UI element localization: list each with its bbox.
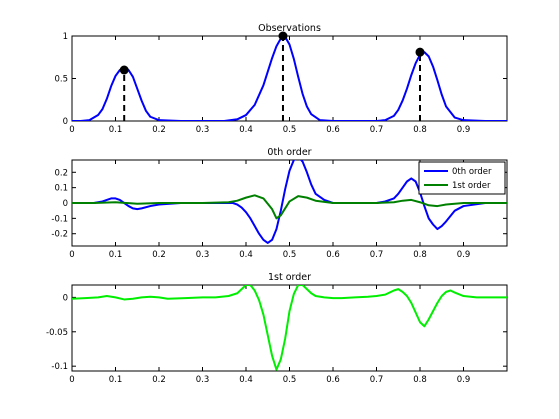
- y-tick-label: 0.2: [54, 168, 68, 178]
- subplot-3: 0 0.1 0.2 0.3 0.4 0.5 0.6 0.7 0.8 0.9 -0.1 -0.05 0 1s…: [46, 272, 508, 385]
- y-tick-label: 1: [63, 32, 68, 42]
- x-tick-label: 0.4: [239, 250, 253, 260]
- x-tick-label: 0.9: [457, 375, 471, 385]
- y-tick-label: 0: [63, 117, 68, 127]
- series-line-2: [72, 194, 507, 220]
- legend: 0th order 1st order: [418, 161, 506, 195]
- x-tick-label: 0.3: [196, 375, 210, 385]
- x-tick-label: 0.4: [239, 375, 253, 385]
- y-tick-label: 0.5: [54, 75, 68, 85]
- x-tick-label: 0.6: [326, 250, 340, 260]
- axes-box: [71, 35, 508, 122]
- x-tick-label: 0.2: [152, 250, 166, 260]
- observation-point: [415, 47, 425, 57]
- y-tick-label: -0.2: [51, 230, 68, 240]
- chart-title: 0th order: [267, 147, 311, 158]
- x-tick-label: 0.5: [283, 375, 297, 385]
- observation-point: [119, 65, 129, 75]
- legend-box: [418, 161, 506, 195]
- plot-area: [72, 160, 507, 244]
- x-tick-label: 0.8: [413, 375, 427, 385]
- y-tick-label: 0: [63, 199, 68, 209]
- legend-label-2: 1st order: [452, 181, 491, 191]
- x-tick-label: 0.9: [457, 250, 471, 260]
- x-tick-label: 0.3: [196, 125, 210, 135]
- axes-box: [71, 284, 508, 372]
- x-tick-label: 0.7: [370, 125, 384, 135]
- x-tick-label: 0.5: [283, 250, 297, 260]
- subplot-2: 0 0.1 0.2 0.3 0.4 0.5 0.6 0.7 0.8 0.9 -0.2 -0.1 0 0.1…: [51, 147, 508, 260]
- y-tick-label: 0.1: [54, 184, 68, 194]
- plot-area: [72, 285, 507, 371]
- chart-title: Observations: [258, 23, 321, 34]
- x-tick-label: 0.8: [413, 125, 427, 135]
- x-tick-label: 0.7: [370, 250, 384, 260]
- x-tick-label: 0.3: [196, 250, 210, 260]
- chart-title: 1st order: [268, 272, 311, 283]
- x-tick-label: 0.2: [152, 375, 166, 385]
- observation-point: [278, 31, 288, 41]
- y-tick-label: -0.05: [46, 328, 68, 338]
- x-tick-label: 0.4: [239, 125, 253, 135]
- series-line-1: [72, 160, 507, 244]
- x-tick-label: 0.9: [457, 125, 471, 135]
- subplot-1: 0 0.1 0.2 0.3 0.4 0.5 0.6 0.7 0.8 0.9 0 0.5 1 Observa…: [54, 23, 508, 135]
- x-tick-label: 0.1: [109, 125, 123, 135]
- y-tick-label: 0: [63, 293, 68, 303]
- x-tick-label: 0.7: [370, 375, 384, 385]
- series-line-1: [72, 285, 507, 371]
- y-tick-label: -0.1: [51, 362, 68, 372]
- x-tick-label: 0.1: [109, 250, 123, 260]
- x-tick-label: 0.1: [109, 375, 123, 385]
- x-tick-label: 0.8: [413, 250, 427, 260]
- x-tick-label: 0.2: [152, 125, 166, 135]
- x-tick-label: 0: [69, 375, 74, 385]
- legend-label-1: 0th order: [452, 167, 492, 177]
- x-tick-label: 0.6: [326, 375, 340, 385]
- y-tick-label: -0.1: [51, 214, 68, 224]
- x-tick-label: 0: [69, 125, 74, 135]
- x-tick-label: 0.5: [283, 125, 297, 135]
- x-tick-label: 0: [69, 250, 74, 260]
- x-tick-label: 0.6: [326, 125, 340, 135]
